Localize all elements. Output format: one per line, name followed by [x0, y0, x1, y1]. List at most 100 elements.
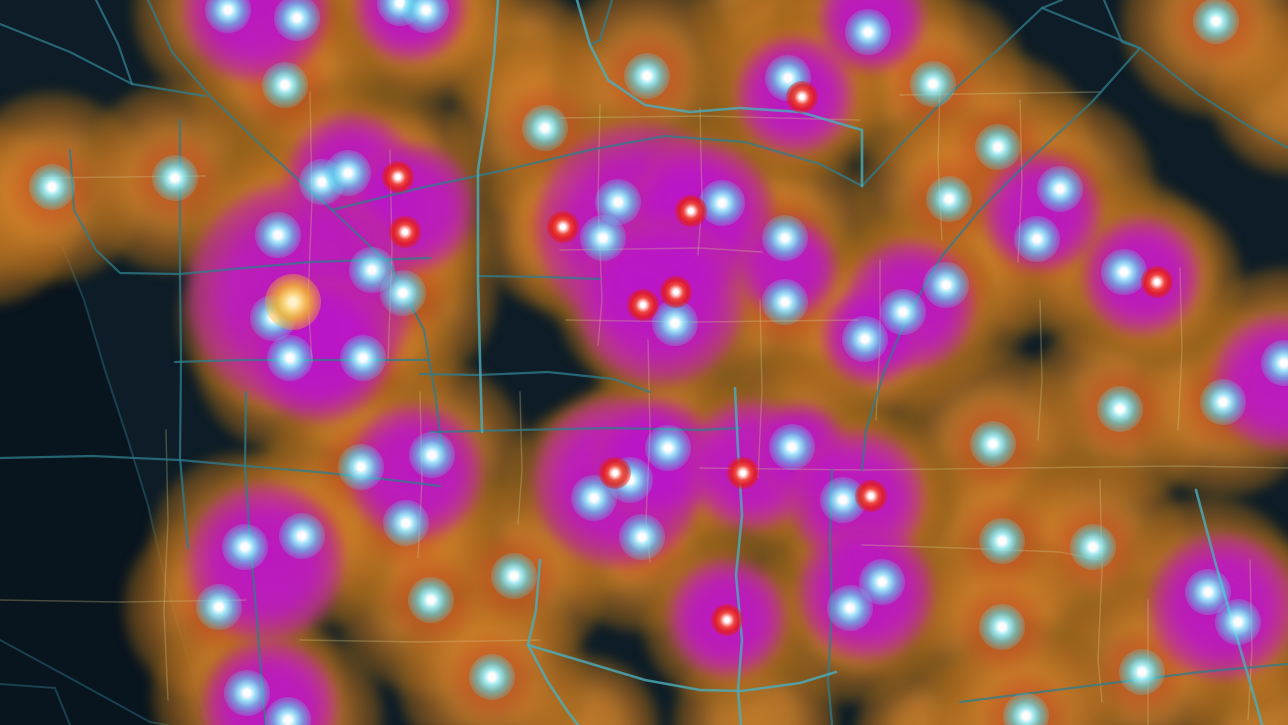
map-point-cyan[interactable]	[222, 524, 268, 570]
map-point-cyan[interactable]	[29, 164, 75, 210]
road-major-line	[428, 426, 742, 434]
map-point-red[interactable]	[675, 195, 707, 227]
map-point-cyan[interactable]	[979, 604, 1025, 650]
road-highway-line	[526, 558, 580, 725]
road-major-line	[68, 148, 432, 276]
road-major-line	[476, 274, 602, 281]
map-point-cyan[interactable]	[910, 61, 956, 107]
map-point-red[interactable]	[711, 604, 743, 636]
map-point-red[interactable]	[547, 211, 579, 243]
map-point-cyan[interactable]	[645, 425, 691, 471]
map-point-cyan[interactable]	[970, 421, 1016, 467]
road-major-line	[0, 22, 207, 98]
road-highway-line	[1194, 488, 1264, 725]
map-point-cyan[interactable]	[762, 279, 808, 325]
map-point-cyan[interactable]	[262, 62, 308, 108]
road-minor-line	[757, 299, 763, 479]
map-point-red[interactable]	[389, 216, 421, 248]
map-point-cyan[interactable]	[1215, 599, 1261, 645]
map-point-cyan[interactable]	[267, 335, 313, 381]
map-point-cyan[interactable]	[762, 215, 808, 261]
map-point-cyan[interactable]	[325, 150, 371, 196]
map-point-cyan[interactable]	[491, 553, 537, 599]
map-point-red[interactable]	[599, 457, 631, 489]
map-point-red[interactable]	[786, 81, 818, 113]
map-point-cyan[interactable]	[1003, 693, 1049, 725]
map-point-cyan[interactable]	[845, 9, 891, 55]
map-point-cyan[interactable]	[403, 0, 449, 33]
map-point-cyan[interactable]	[1119, 649, 1165, 695]
map-point-cyan[interactable]	[842, 316, 888, 362]
map-point-cyan[interactable]	[279, 513, 325, 559]
road-major-line	[1102, 0, 1142, 50]
map-point-red[interactable]	[855, 480, 887, 512]
map-point-cyan[interactable]	[338, 444, 384, 490]
map-point-cyan[interactable]	[580, 215, 626, 261]
map-point-cyan[interactable]	[923, 262, 969, 308]
map-point-cyan[interactable]	[827, 585, 873, 631]
map-point-red[interactable]	[382, 161, 414, 193]
road-minor-line	[517, 391, 523, 525]
map-point-cyan[interactable]	[880, 289, 926, 335]
road-minor-line	[307, 91, 313, 363]
road-highway-line	[575, 0, 864, 188]
map-point-cyan[interactable]	[255, 212, 301, 258]
map-point-cyan[interactable]	[152, 155, 198, 201]
road-minor-line	[299, 639, 541, 643]
map-point-red[interactable]	[660, 276, 692, 308]
road-minor-line	[559, 115, 861, 121]
road-major-line	[330, 134, 864, 212]
map-point-cyan[interactable]	[409, 432, 455, 478]
coastline	[0, 683, 71, 725]
road-minor-line	[1037, 299, 1043, 441]
map-point-red[interactable]	[1141, 266, 1173, 298]
map-point-cyan[interactable]	[196, 584, 242, 630]
road-highway-line	[526, 643, 838, 693]
map-point-cyan[interactable]	[1193, 0, 1239, 44]
road-minor-line	[565, 319, 859, 323]
map-point-cyan[interactable]	[1097, 386, 1143, 432]
map-point-cyan[interactable]	[1101, 249, 1147, 295]
map-point-cyan[interactable]	[1200, 379, 1246, 425]
map-point-cyan[interactable]	[926, 176, 972, 222]
road-major-line	[178, 118, 190, 550]
map-point-cyan[interactable]	[975, 124, 1021, 170]
map-point-cyan[interactable]	[383, 500, 429, 546]
map-point-yellow[interactable]	[265, 274, 321, 330]
map-point-cyan[interactable]	[1014, 216, 1060, 262]
road-minor-line	[1177, 267, 1183, 431]
road-minor-line	[163, 429, 169, 701]
map-point-cyan[interactable]	[699, 180, 745, 226]
map-point-cyan[interactable]	[224, 670, 270, 716]
map-point-cyan[interactable]	[205, 0, 251, 33]
road-highway-line	[733, 386, 744, 725]
map-point-cyan[interactable]	[619, 514, 665, 560]
map-point-cyan[interactable]	[769, 424, 815, 470]
map-point-red[interactable]	[627, 289, 659, 321]
road-minor-line	[699, 465, 1288, 471]
map-point-cyan[interactable]	[469, 654, 515, 700]
map-point-cyan[interactable]	[1261, 340, 1288, 386]
map-point-cyan[interactable]	[265, 697, 311, 725]
map-point-red[interactable]	[727, 457, 759, 489]
road-highway-line	[476, 0, 500, 434]
map-point-cyan[interactable]	[1070, 524, 1116, 570]
map-point-cyan[interactable]	[979, 518, 1025, 564]
road-major-line	[588, 0, 614, 47]
map-point-cyan[interactable]	[624, 53, 670, 99]
road-minor-line	[1247, 559, 1253, 721]
road-major-line	[418, 370, 652, 394]
map-point-cyan[interactable]	[274, 0, 320, 41]
map-point-cyan[interactable]	[1037, 166, 1083, 212]
map-point-cyan[interactable]	[380, 270, 426, 316]
road-major-line	[860, 0, 1064, 188]
map-point-cyan[interactable]	[408, 577, 454, 623]
road-major-line	[1040, 6, 1288, 150]
map-point-cyan[interactable]	[522, 105, 568, 151]
road-major-line	[860, 46, 1142, 472]
road-major-line	[94, 0, 134, 86]
map-point-cyan[interactable]	[340, 335, 386, 381]
